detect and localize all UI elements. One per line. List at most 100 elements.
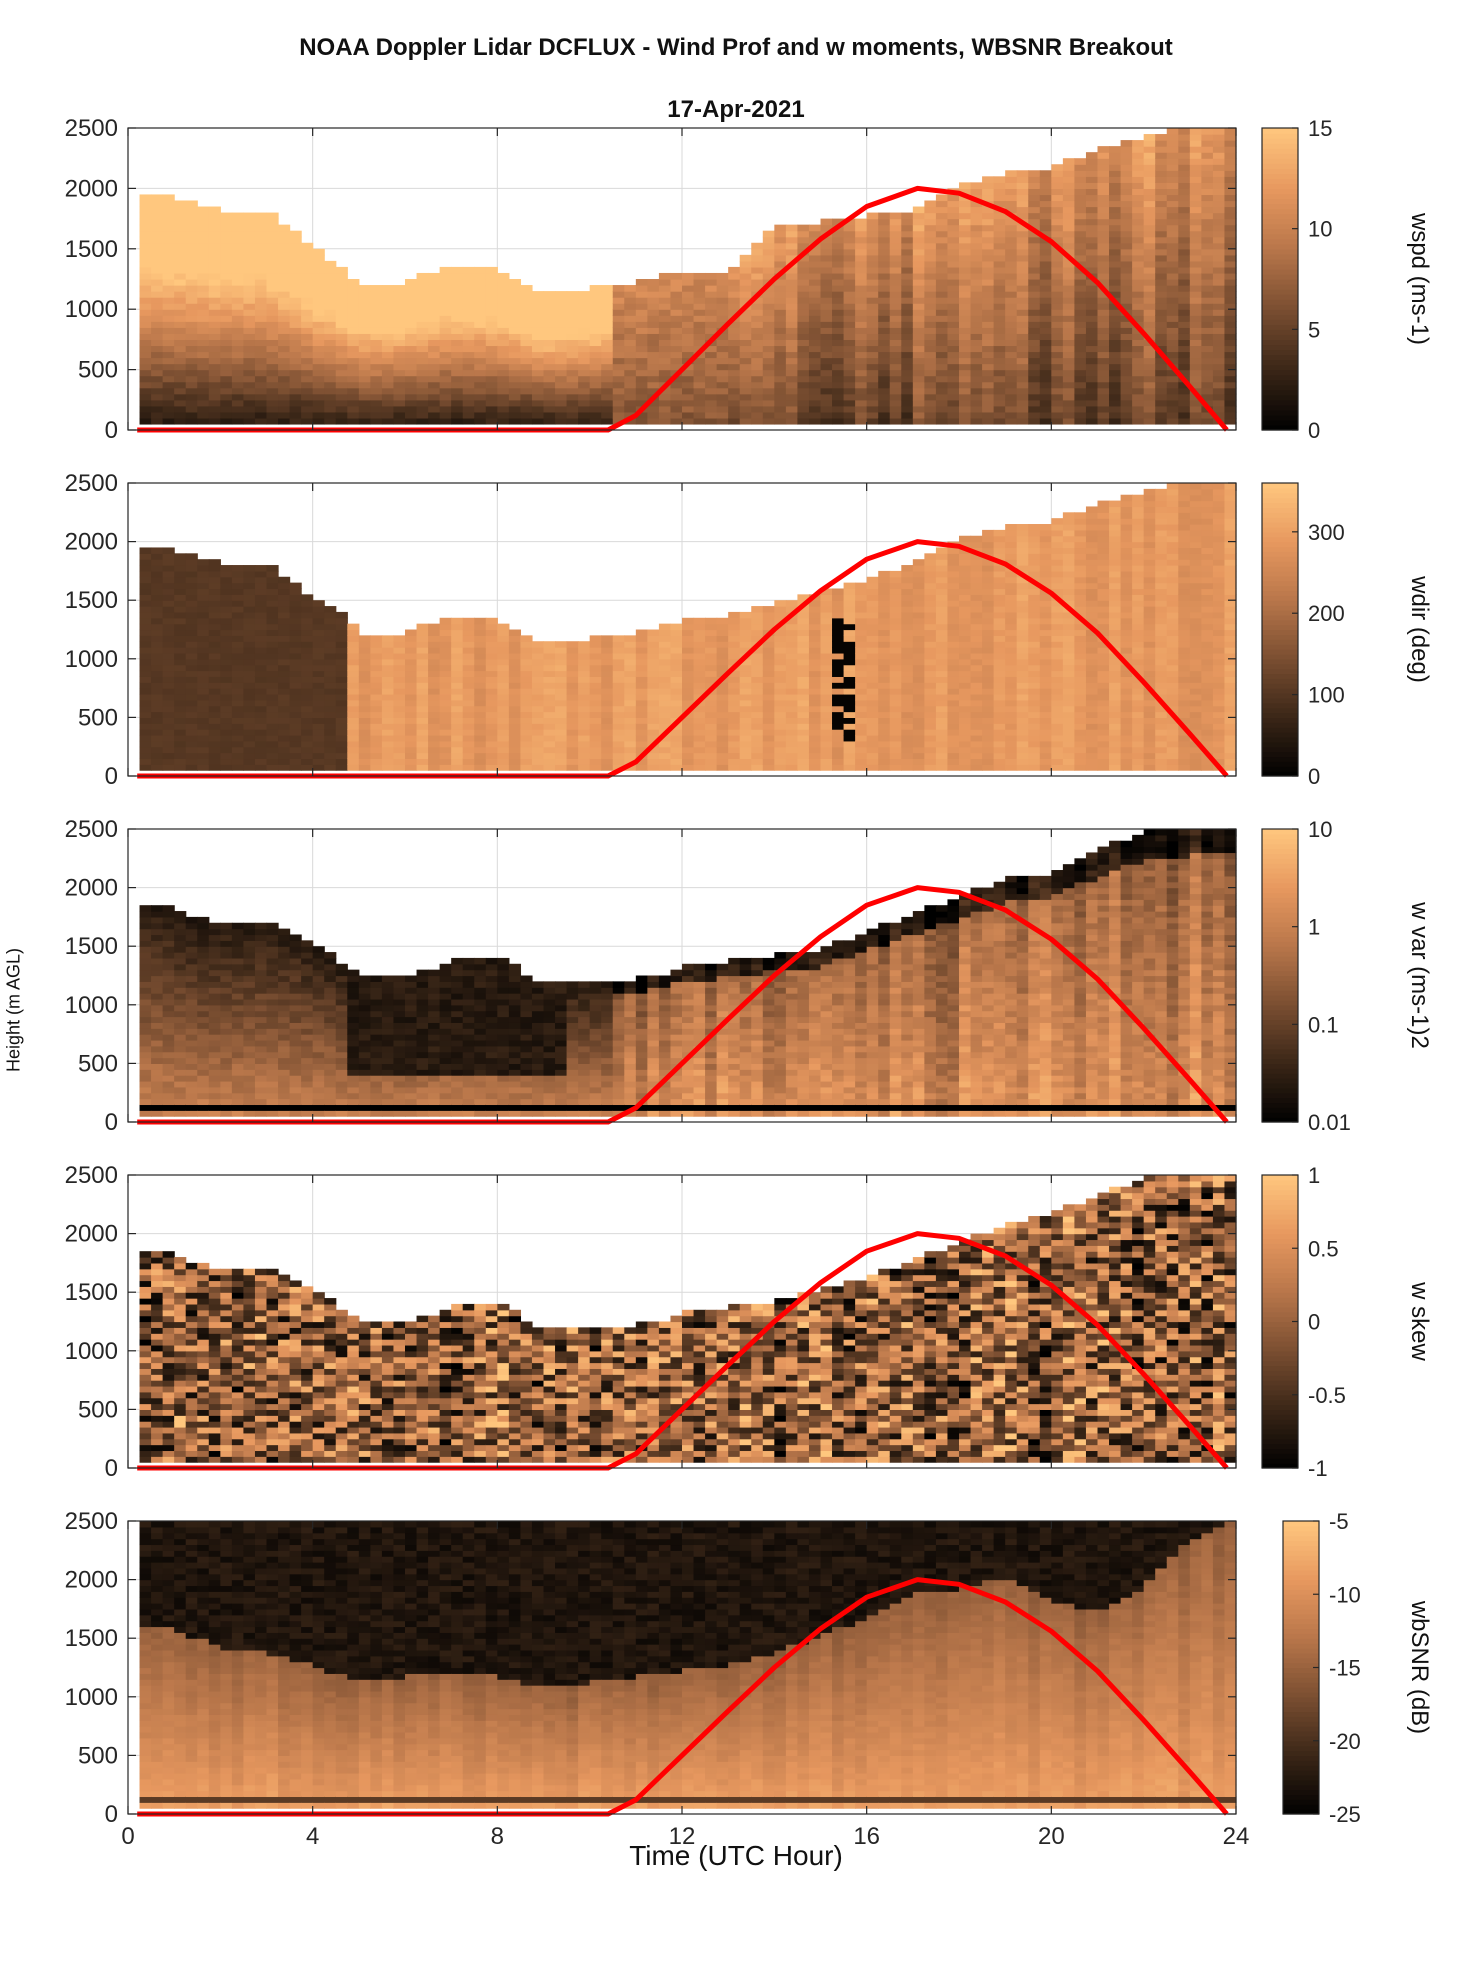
heatmap-cell [1016, 363, 1029, 371]
heatmap-cell [254, 297, 268, 304]
heatmap-cell [381, 327, 395, 334]
heatmap-cell [370, 658, 383, 666]
heatmap-cell [451, 363, 464, 371]
heatmap-cell [1143, 266, 1156, 274]
heatmap-cell [197, 345, 210, 353]
heatmap-cell [635, 411, 648, 419]
heatmap-cell [520, 399, 533, 407]
heatmap-cell [497, 635, 510, 642]
heatmap-cell [866, 272, 879, 280]
heatmap-cell [197, 351, 210, 359]
heatmap-cell [508, 345, 522, 353]
colorbar-step [1262, 158, 1298, 164]
heatmap-cell [439, 635, 452, 642]
heatmap-cell [785, 236, 799, 244]
heatmap-cell [982, 291, 995, 298]
y-tick-label: 500 [78, 357, 118, 384]
heatmap-cell [785, 279, 799, 286]
heatmap-cell [324, 399, 337, 407]
heatmap-cell [174, 682, 187, 689]
heatmap-cell [693, 670, 706, 677]
heatmap-cell [185, 652, 198, 660]
heatmap-cell [1016, 399, 1029, 407]
heatmap-cell [208, 224, 221, 232]
heatmap-cell [531, 734, 545, 742]
heatmap-cell [705, 670, 718, 677]
heatmap-cell [1201, 309, 1214, 316]
heatmap-cell [982, 297, 995, 304]
heatmap-cell [751, 375, 764, 383]
heatmap-cell [416, 333, 429, 340]
heatmap-cell [162, 224, 175, 232]
heatmap-cell [739, 723, 752, 730]
heatmap-cell [324, 764, 337, 771]
heatmap-cell [1166, 236, 1179, 244]
heatmap-cell [174, 734, 187, 742]
heatmap-cell [347, 369, 360, 377]
heatmap-cell [254, 594, 268, 601]
heatmap-cell [197, 629, 210, 636]
heatmap-cell [474, 723, 487, 730]
heatmap-cell [266, 236, 279, 244]
heatmap-cell [428, 688, 441, 695]
heatmap-cell [682, 676, 695, 683]
heatmap-cell [174, 200, 187, 208]
heatmap-cell [243, 363, 256, 371]
heatmap-cell [566, 339, 579, 347]
heatmap-cell [959, 321, 972, 328]
y-tick-label: 1500 [65, 236, 118, 263]
heatmap-cell [266, 576, 279, 584]
heatmap-cell [1051, 399, 1064, 407]
colorbar-step [1262, 238, 1298, 245]
heatmap-cell [797, 375, 810, 383]
heatmap-cell [1212, 248, 1226, 256]
heatmap-cell [520, 647, 533, 654]
heatmap-cell [774, 417, 787, 425]
heatmap-cell [266, 357, 279, 365]
heatmap-cell [231, 218, 245, 226]
heatmap-cell [347, 405, 360, 413]
heatmap-cell [670, 670, 683, 677]
heatmap-cell [647, 705, 660, 713]
heatmap-cell [1016, 260, 1029, 268]
heatmap-cell [924, 327, 937, 334]
heatmap-cell [682, 682, 695, 689]
heatmap-cell [405, 327, 418, 334]
heatmap-cell [1189, 140, 1202, 147]
heatmap-cell [785, 734, 799, 742]
heatmap-cell [289, 611, 302, 619]
heatmap-cell [243, 315, 256, 322]
heatmap-cell [832, 399, 845, 407]
heatmap-cell [543, 658, 556, 666]
heatmap-cell [451, 699, 464, 707]
heatmap-cell [808, 699, 822, 707]
heatmap-cell [289, 321, 302, 328]
heatmap-cell [474, 279, 487, 286]
heatmap-cell [1201, 285, 1214, 292]
heatmap-cell [162, 381, 175, 389]
heatmap-cell [589, 641, 602, 648]
heatmap-cell [1166, 248, 1179, 256]
heatmap-cell [370, 688, 383, 695]
heatmap-cell [531, 688, 545, 695]
heatmap-cell [970, 291, 983, 298]
heatmap-cell [1051, 266, 1064, 274]
heatmap-cell [197, 248, 210, 256]
heatmap-cell [174, 375, 187, 383]
heatmap-cell [174, 582, 187, 590]
heatmap-cell [266, 345, 279, 353]
heatmap-cell [1005, 236, 1018, 244]
heatmap-cell [797, 693, 810, 701]
heatmap-cell [231, 393, 245, 401]
heatmap-cell [289, 711, 302, 718]
heatmap-cell [1155, 321, 1168, 328]
heatmap-cell [324, 617, 337, 625]
heatmap-cell [497, 315, 510, 322]
heatmap-cell [220, 291, 233, 298]
heatmap-cell [716, 670, 729, 677]
heatmap-cell [993, 303, 1006, 310]
heatmap-cell [208, 664, 221, 672]
heatmap-cell [462, 664, 475, 672]
heatmap-cell [405, 381, 418, 389]
